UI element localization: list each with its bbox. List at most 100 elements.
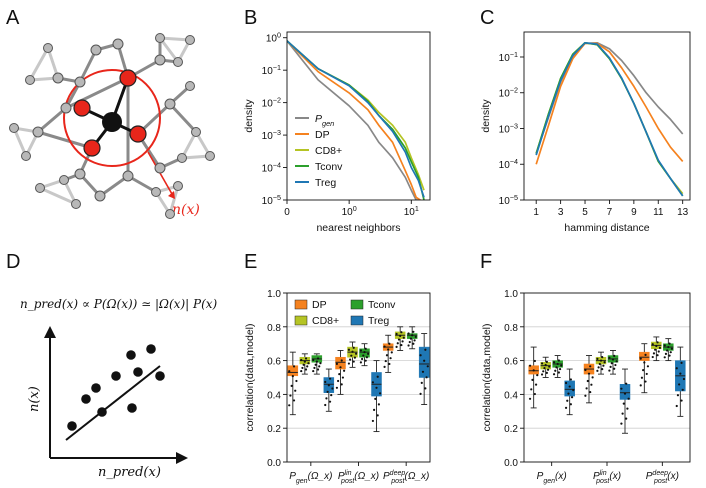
sample-point: [304, 368, 308, 371]
sample-point: [584, 394, 587, 397]
sample-point: [651, 343, 654, 346]
sample-point: [625, 417, 628, 420]
sample-point: [614, 363, 617, 367]
y-tick-label: 10−5: [262, 193, 281, 207]
sample-point: [610, 362, 613, 365]
sample-point: [419, 392, 422, 395]
y-tick-label: 10−3: [499, 121, 518, 135]
x-tick-label: Plin post(Ω_x): [338, 470, 379, 485]
sample-point: [328, 400, 332, 403]
box-dp: [639, 351, 650, 361]
box-treg: [564, 380, 575, 397]
sample-point: [545, 371, 548, 374]
sample-point: [292, 365, 296, 368]
sample-point: [645, 372, 648, 376]
sample-point: [396, 342, 399, 345]
y-tick-label: 10−3: [262, 128, 281, 142]
sample-point: [388, 362, 391, 366]
sample-point: [340, 383, 343, 386]
sample-point: [608, 369, 611, 372]
sample-point: [651, 355, 654, 359]
sample-point: [328, 377, 332, 380]
sample-point: [371, 381, 374, 384]
sample-point: [294, 389, 297, 392]
sample-point: [558, 367, 562, 371]
network-node: [35, 183, 45, 193]
sample-point: [338, 373, 341, 376]
legend-label: DP: [312, 299, 327, 311]
sample-point: [668, 354, 671, 357]
sample-point: [564, 406, 568, 409]
x-tick-label: 13: [677, 207, 689, 218]
sample-point: [407, 344, 410, 347]
y-tick-label: 10−1: [262, 63, 281, 77]
legend-label: Treg: [315, 177, 336, 189]
legend-label: Tconv: [315, 161, 343, 173]
network-node: [43, 43, 53, 53]
network-node: [164, 98, 176, 110]
legend-label: Pgen: [315, 113, 334, 128]
series-line-dp: [535, 42, 684, 165]
sample-point: [316, 368, 320, 371]
sample-point: [292, 399, 296, 402]
sample-point: [295, 379, 298, 383]
sample-point: [667, 345, 670, 349]
sample-point: [676, 394, 680, 397]
network-edge-group: [35, 178, 80, 208]
legend-swatch: [350, 315, 364, 326]
legend-label: CD8+: [312, 315, 339, 327]
sample-point: [314, 363, 317, 366]
d-point: [146, 344, 156, 354]
sample-point: [383, 365, 386, 368]
sample-point: [664, 352, 668, 355]
sample-point: [678, 383, 681, 386]
sample-point: [340, 359, 343, 362]
y-tick-label: 0.8: [504, 323, 518, 334]
sample-point: [390, 351, 393, 354]
sample-point: [395, 332, 398, 336]
sample-point: [419, 354, 422, 357]
network-diagram: n(x): [9, 33, 215, 219]
sample-point: [596, 369, 599, 372]
sample-point: [625, 382, 628, 385]
sample-point: [312, 358, 315, 362]
sample-point: [400, 343, 403, 347]
network-node: [21, 151, 31, 161]
sample-point: [359, 349, 362, 352]
sample-point: [350, 354, 353, 357]
sample-point: [555, 366, 558, 369]
sample-point: [640, 376, 644, 379]
network-edge-group: [11, 126, 41, 160]
sample-point: [319, 362, 322, 365]
neighbour-node: [119, 69, 137, 87]
sample-point: [312, 369, 315, 373]
panel-label-c: C: [480, 7, 494, 29]
legend-swatch: [350, 299, 364, 310]
x-tick-label: Plin post(x): [593, 470, 621, 485]
d-point: [133, 367, 143, 377]
sample-point: [572, 388, 575, 392]
legend-label: DP: [315, 129, 330, 141]
sample-point: [401, 340, 404, 343]
sample-point: [655, 344, 658, 348]
network-edge: [99, 174, 129, 198]
y-tick-label: 100: [266, 31, 281, 45]
network-node: [155, 33, 165, 43]
sample-point: [397, 338, 401, 341]
sample-point: [570, 396, 574, 399]
sample-point: [564, 381, 568, 385]
sample-point: [601, 356, 604, 359]
x-tick-label: Pgen(x): [537, 471, 567, 485]
sample-point: [622, 402, 625, 405]
sample-point: [590, 383, 593, 386]
sample-point: [376, 414, 379, 417]
sample-point: [557, 359, 560, 362]
sample-point: [663, 344, 666, 347]
d-point: [97, 407, 107, 417]
sample-point: [620, 422, 623, 425]
sample-point: [681, 388, 684, 391]
scaling-equation: n_pred(x) ∝ P(Ω(x)) ≃ |Ω(x)| P(x): [20, 297, 218, 311]
panel-label-b: B: [244, 7, 257, 29]
sample-point: [291, 375, 294, 378]
sample-point: [552, 373, 556, 376]
